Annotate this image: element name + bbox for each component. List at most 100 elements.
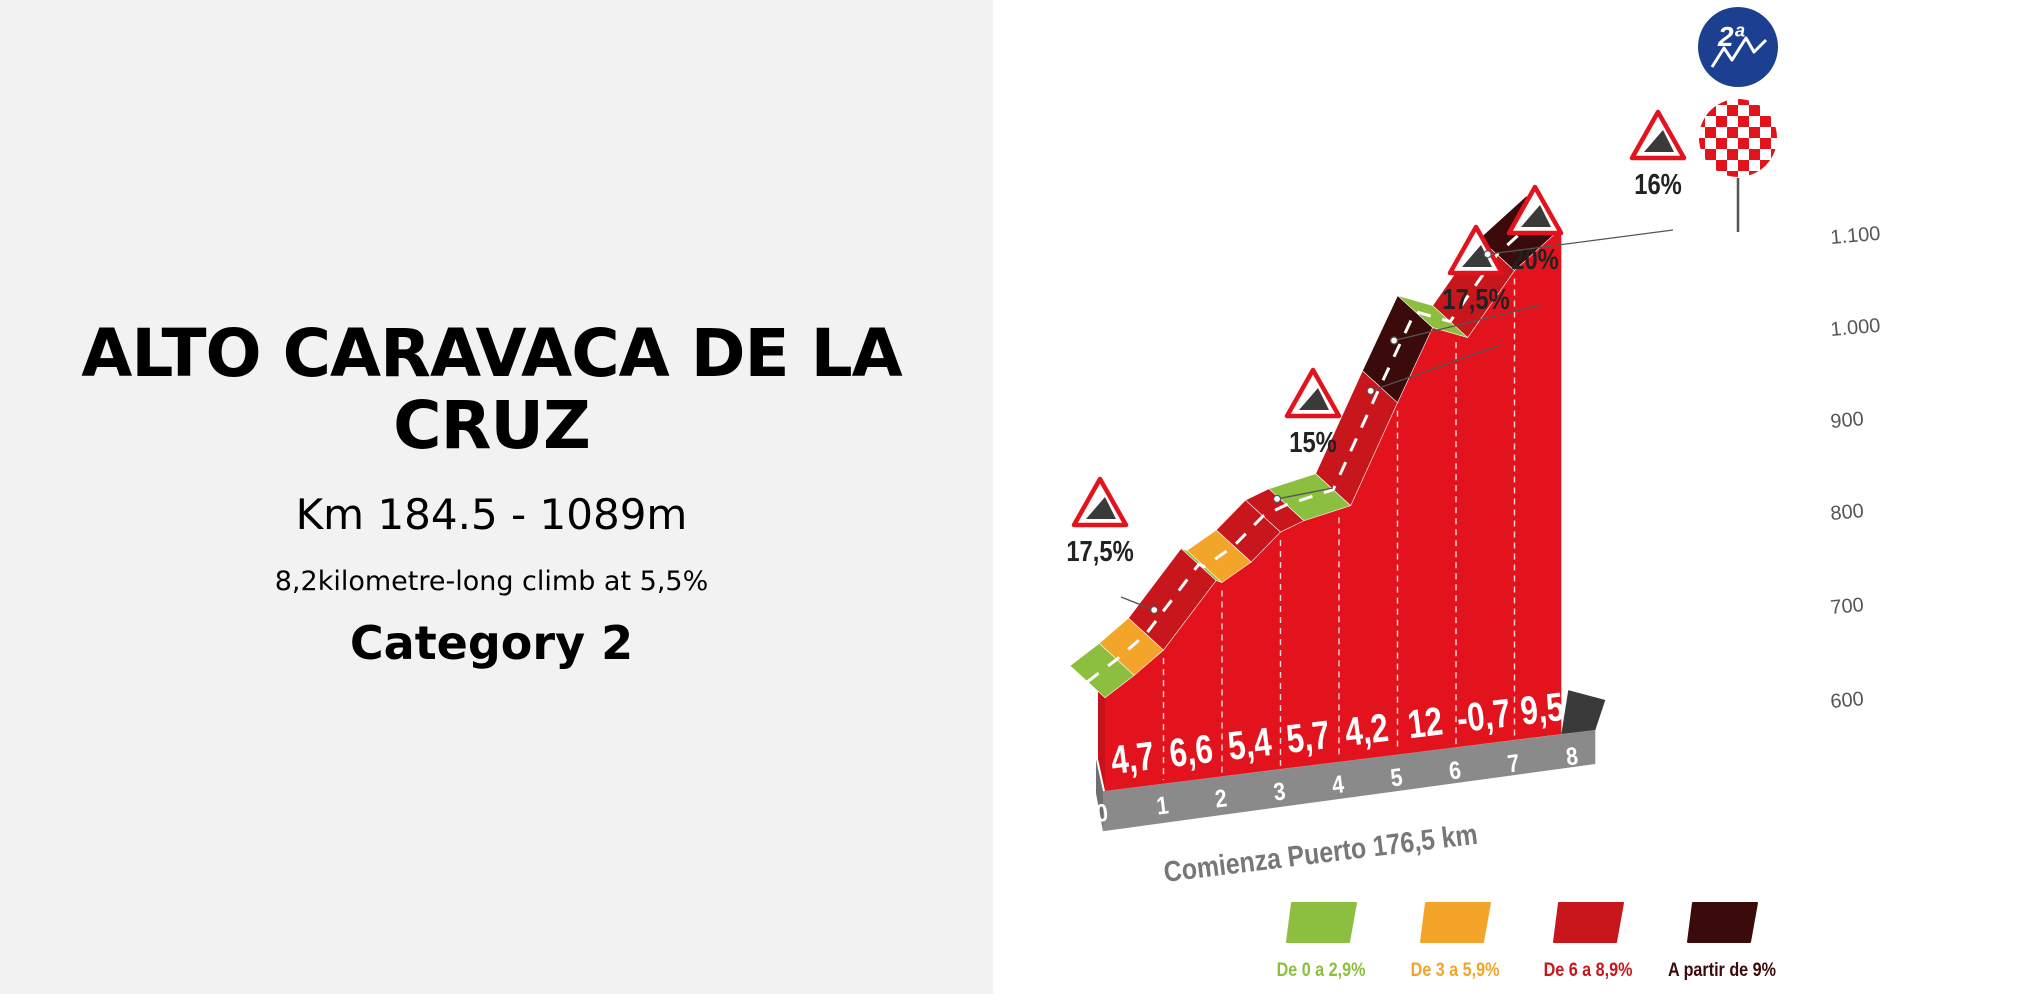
km-gradient-label: -0,7 [1454, 691, 1513, 742]
annotation-dot [1150, 605, 1159, 615]
legend-label: De 6 a 8,9% [1544, 959, 1633, 981]
warning-triangle-icon [1629, 109, 1687, 161]
start-label: Comienza Puerto 176,5 km [1162, 818, 1479, 888]
km-gradient-label: 5,4 [1225, 719, 1274, 769]
mountain-icon [1710, 36, 1768, 68]
climb-category: Category 2 [349, 616, 634, 670]
y-tick-label: 1.000 [1830, 315, 1882, 341]
finish-check [1716, 99, 1727, 105]
y-ticks: 600 700 800 900 1.000 1.100 [1830, 223, 1882, 713]
km-gradient-label: 4,2 [1342, 705, 1390, 755]
max-gradient-annotations: 17,5%15%17,5%20%16% [1066, 109, 1687, 615]
finish-check [1738, 99, 1749, 105]
warning-triangle-slope [1521, 205, 1551, 227]
km-gradient-label: 12 [1405, 699, 1445, 748]
finish-check [1705, 149, 1716, 160]
finish-check [1749, 127, 1760, 138]
finish-check [1771, 149, 1777, 160]
finish-check [1699, 116, 1705, 127]
annotation-leader [1487, 229, 1674, 255]
route-dashes [1086, 210, 1545, 683]
finish-check [1727, 127, 1738, 138]
finish-check [1771, 127, 1777, 138]
max-gradient-annotation: 17,5% [1366, 224, 1510, 396]
profile-body [1098, 228, 1562, 792]
climb-description: 8,2kilometre-long climb at 5,5% [274, 566, 709, 597]
annotation-dot [1366, 386, 1375, 396]
finish-check [1771, 171, 1777, 177]
summit-badges: 2ª [1698, 7, 1778, 232]
x-tick-label: 4 [1330, 770, 1345, 799]
finish-check [1738, 160, 1749, 171]
km-dividers [1162, 278, 1516, 780]
annotation-dot [1389, 336, 1399, 345]
legend-item: A partir de 9% [1668, 902, 1776, 981]
x-tick-label: 8 [1564, 742, 1579, 771]
finish-check [1760, 160, 1771, 171]
max-gradient-label: 16% [1634, 168, 1682, 201]
legend-swatch [1420, 902, 1491, 943]
y-tick-label: 900 [1830, 408, 1865, 433]
route-line [1086, 210, 1545, 683]
max-gradient-label: 17,5% [1442, 283, 1509, 316]
x-tick-label: 7 [1506, 749, 1521, 778]
category-badge-icon: 2ª [1698, 7, 1778, 87]
category-badge-bg [1698, 7, 1778, 87]
finish-check [1749, 171, 1760, 177]
legend-item: De 6 a 8,9% [1544, 902, 1633, 981]
finish-check [1760, 138, 1771, 149]
finish-check [1699, 138, 1705, 149]
warning-triangle-icon [1071, 476, 1129, 528]
finish-check [1705, 105, 1716, 116]
finish-check [1699, 160, 1705, 171]
max-gradient-annotation: 20% [1389, 184, 1564, 345]
annotation-leader [1393, 304, 1542, 342]
legend-label: A partir de 9% [1668, 959, 1776, 981]
legend-label: De 0 a 2,9% [1277, 959, 1366, 981]
km-gradient-label: 9,5 [1518, 684, 1566, 734]
profile-base [1096, 690, 1606, 832]
legend-swatch [1286, 902, 1357, 943]
profile-front-face [1105, 228, 1562, 792]
warning-triangle-icon [1284, 367, 1342, 419]
finish-check [1727, 149, 1738, 160]
warning-triangle-slope [1462, 245, 1492, 267]
finish-flag-icon [1698, 98, 1778, 178]
gradient-labels: 4,7 6,6 5,4 5,7 4,2 12 -0,7 9,5 [1108, 684, 1566, 783]
warning-triangle-slope [1086, 497, 1116, 519]
base-side [1096, 759, 1103, 832]
x-tick-label: 0 [1094, 798, 1109, 827]
max-gradient-annotation: 15% [1272, 367, 1342, 504]
max-gradient-annotation: 16% [1483, 109, 1687, 259]
finish-check [1749, 149, 1760, 160]
annotation-leader [1276, 487, 1334, 500]
finish-check [1738, 138, 1749, 149]
legend-label: De 3 a 5,9% [1411, 959, 1500, 981]
legend: De 0 a 2,9% De 3 a 5,9% De 6 a 8,9% A parti… [1277, 902, 1776, 981]
x-tick-label: 6 [1447, 756, 1462, 785]
finish-check [1727, 171, 1738, 177]
finish-check [1716, 160, 1727, 171]
legend-swatch [1687, 902, 1758, 943]
max-gradient-annotation: 17,5% [1066, 476, 1159, 615]
finish-check [1705, 127, 1716, 138]
warning-triangle-icon [1506, 184, 1564, 236]
x-tick-label: 5 [1389, 763, 1404, 792]
max-gradient-label: 17,5% [1066, 535, 1133, 568]
finish-check [1771, 105, 1777, 116]
finish-check [1760, 116, 1771, 127]
km-gradient-label: 4,7 [1108, 733, 1156, 783]
km-altitude: Km 184.5 - 1089m [295, 490, 688, 539]
y-tick-label: 600 [1830, 688, 1865, 713]
annotation-leader [1120, 596, 1155, 611]
finish-check [1749, 105, 1760, 116]
annotation-leader [1370, 344, 1502, 392]
summary-panel: ALTO CARAVACA DE LA CRUZ Km 184.5 - 1089… [0, 0, 993, 994]
climb-title: ALTO CARAVACA DE LA CRUZ [81, 315, 902, 464]
km-gradient-label: 5,7 [1284, 712, 1332, 762]
finish-check [1760, 99, 1771, 105]
y-tick-label: 800 [1830, 500, 1865, 525]
x-ticks: 0 1 2 3 4 5 6 7 8 [1094, 742, 1579, 828]
x-tick-label: 2 [1213, 784, 1228, 813]
